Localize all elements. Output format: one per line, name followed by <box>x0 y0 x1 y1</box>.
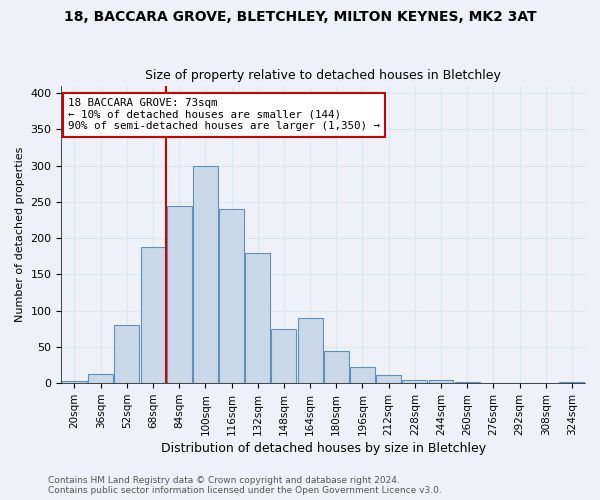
Title: Size of property relative to detached houses in Bletchley: Size of property relative to detached ho… <box>145 69 501 82</box>
Bar <box>298 318 323 383</box>
Bar <box>115 325 139 383</box>
Bar <box>62 381 87 383</box>
Bar <box>167 206 191 383</box>
Bar <box>271 329 296 383</box>
X-axis label: Distribution of detached houses by size in Bletchley: Distribution of detached houses by size … <box>161 442 486 455</box>
Bar <box>324 350 349 383</box>
Text: 18 BACCARA GROVE: 73sqm
← 10% of detached houses are smaller (144)
90% of semi-d: 18 BACCARA GROVE: 73sqm ← 10% of detache… <box>68 98 380 132</box>
Bar <box>376 375 401 383</box>
Bar <box>88 374 113 383</box>
Bar <box>455 382 479 383</box>
Text: 18, BACCARA GROVE, BLETCHLEY, MILTON KEYNES, MK2 3AT: 18, BACCARA GROVE, BLETCHLEY, MILTON KEY… <box>64 10 536 24</box>
Bar <box>219 209 244 383</box>
Bar <box>403 380 427 383</box>
Bar <box>559 382 584 383</box>
Bar <box>193 166 218 383</box>
Text: Contains HM Land Registry data © Crown copyright and database right 2024.
Contai: Contains HM Land Registry data © Crown c… <box>48 476 442 495</box>
Bar <box>245 252 270 383</box>
Y-axis label: Number of detached properties: Number of detached properties <box>15 147 25 322</box>
Bar <box>350 366 375 383</box>
Bar <box>140 247 166 383</box>
Bar <box>428 380 454 383</box>
